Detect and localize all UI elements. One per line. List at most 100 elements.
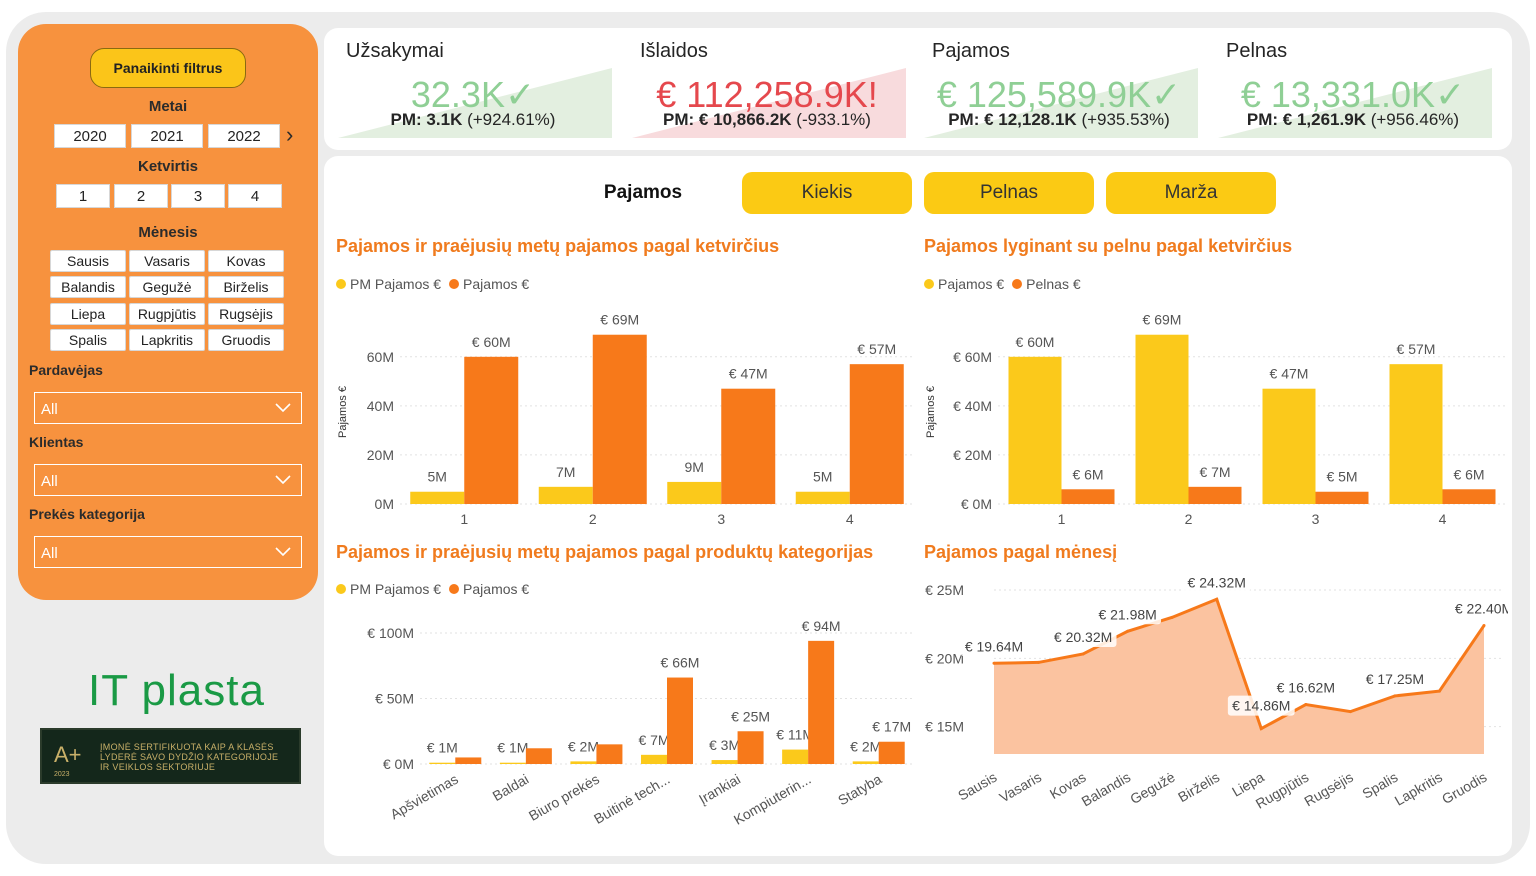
quarter-chip-2[interactable]: 2 — [114, 184, 168, 208]
month-chip-6[interactable]: Birželis — [208, 276, 284, 298]
legend-dot-orange — [449, 279, 460, 289]
bar-data-label: € 2M — [850, 738, 881, 754]
clear-filters-button[interactable]: Panaikinti filtrus — [90, 48, 246, 88]
line-point-9 — [1348, 710, 1352, 714]
y-tick-label: € 20M — [925, 650, 964, 666]
point-label: € 14.86M — [1232, 698, 1290, 714]
kpi-card-1: Užsakymai 32.3K✓ PM: 3.1K (+924.61%) — [328, 28, 618, 150]
tab-marza[interactable]: Marža — [1106, 172, 1276, 214]
bar-curr-4 — [849, 364, 904, 504]
year-chip-2021[interactable]: 2021 — [131, 124, 203, 148]
month-chip-2[interactable]: Vasaris — [129, 250, 205, 272]
category-dropdown[interactable]: All — [34, 536, 302, 568]
legend-item: Pajamos € — [938, 276, 1005, 292]
tab-kiekis[interactable]: Kiekis — [742, 172, 912, 214]
kpi-previous: PM: € 12,128.1K (+935.53%) — [914, 110, 1204, 130]
quarter-chip-3[interactable]: 3 — [171, 184, 225, 208]
kpi-value-number: € 125,589.9K — [936, 74, 1152, 115]
kpi-pm-label: PM: 3.1K — [390, 110, 463, 129]
point-label-bg — [1183, 578, 1251, 593]
line-point-12 — [1482, 624, 1486, 628]
month-chip-5[interactable]: Gegužė — [129, 276, 205, 298]
check-icon: ✓ — [504, 74, 536, 115]
client-dropdown[interactable]: All — [34, 464, 302, 496]
bar-data-label: € 1M — [497, 740, 528, 756]
filter-sidebar: Panaikinti filtrus Metai 2020 2021 2022 … — [18, 24, 318, 600]
point-label: € 19.64M — [965, 638, 1023, 654]
bar-prev-1 — [429, 762, 456, 764]
month-chip-1[interactable]: Sausis — [50, 250, 126, 272]
chart-category-revenue: € 0M € 50M € 100M € 1M Apšvietimas € 1M Baldai… — [367, 618, 914, 828]
point-label-group: € 16.62M — [1272, 677, 1340, 698]
client-dropdown-value: All — [41, 473, 58, 490]
point-label-bg — [960, 636, 1028, 657]
kpi-pm-change: (-933.1%) — [796, 110, 871, 129]
bar-data-label: € 6M — [1072, 466, 1103, 482]
bar-curr-7 — [878, 741, 905, 764]
x-tick-label: 3 — [717, 511, 725, 527]
category-label: Prekės kategorija — [29, 506, 145, 522]
bar-data-label: € 6M — [1453, 466, 1484, 482]
chart1-title: Pajamos ir praėjusių metų pajamos pagal … — [336, 236, 780, 256]
point-label-group: € 24.32M — [1183, 578, 1251, 593]
month-chip-10[interactable]: Spalis — [50, 329, 126, 351]
x-tick-label: Vasaris — [997, 769, 1045, 806]
bar-curr-4 — [1442, 489, 1496, 504]
quarter-chip-4[interactable]: 4 — [228, 184, 282, 208]
month-chip-11[interactable]: Lapkritis — [129, 329, 205, 351]
x-tick-label: 1 — [1058, 511, 1066, 527]
chevron-down-icon — [275, 475, 291, 485]
y-tick-label: € 100M — [367, 625, 414, 641]
month-chip-8[interactable]: Rugpjūtis — [129, 303, 205, 325]
kpi-pm-label: PM: € 1,261.9K — [1246, 110, 1366, 129]
bar-curr-3 — [721, 388, 776, 504]
chart2-legend: Pajamos € Pelnas € — [924, 276, 1081, 292]
point-label-bg — [1450, 598, 1508, 619]
tab-pelnas[interactable]: Pelnas — [924, 172, 1094, 214]
point-label: € 22.40M — [1455, 601, 1508, 617]
kpi-pm-change: (+935.53%) — [1081, 110, 1170, 129]
y-tick-label: € 0M — [961, 496, 992, 512]
line-point-7 — [1259, 727, 1263, 731]
x-tick-label: Kompiuterin... — [731, 771, 814, 828]
kpi-value-number: € 13,331.0K — [1240, 74, 1435, 115]
bar-prev-6 — [782, 749, 809, 764]
month-chip-4[interactable]: Balandis — [50, 276, 126, 298]
bar-prev-3 — [667, 481, 722, 504]
bar-prev-4 — [1389, 364, 1443, 504]
seller-dropdown[interactable]: All — [34, 392, 302, 424]
bar-curr-5 — [737, 731, 764, 764]
line-point-11 — [1437, 689, 1441, 693]
tab-pajamos[interactable]: Pajamos — [603, 182, 683, 203]
y-tick-label: € 40M — [953, 398, 992, 414]
month-chip-3[interactable]: Kovas — [208, 250, 284, 272]
month-chip-7[interactable]: Liepa — [50, 303, 126, 325]
quarter-chip-1[interactable]: 1 — [56, 184, 110, 208]
point-label: € 17.25M — [1366, 671, 1424, 687]
chevron-down-icon — [275, 547, 291, 557]
x-tick-label: Balandis — [1079, 769, 1134, 810]
month-chip-9[interactable]: Rugsėjis — [208, 303, 284, 325]
kpi-previous: PM: € 1,261.9K (+956.46%) — [1208, 110, 1498, 130]
x-tick-label: Biuro prekės — [526, 771, 602, 824]
bar-data-label: € 11M — [776, 727, 814, 743]
bar-data-label: € 66M — [661, 655, 700, 671]
month-chip-12[interactable]: Gruodis — [208, 329, 284, 351]
month-title: Mėnesis — [138, 224, 198, 241]
chart4-title: Pajamos pagal mėnesį — [924, 542, 1118, 562]
bar-data-label: 5M — [428, 469, 447, 485]
bar-data-label: € 47M — [729, 366, 768, 382]
kpi-trend-shape — [924, 68, 1198, 138]
x-tick-label: 3 — [1312, 511, 1320, 527]
year-chip-2022[interactable]: 2022 — [208, 124, 280, 148]
year-title: Metai — [148, 98, 188, 115]
kpi-trend-shape — [632, 68, 906, 138]
bar-data-label: € 60M — [472, 334, 511, 350]
x-tick-label: Įrankiai — [696, 771, 743, 807]
x-tick-label: Sausis — [955, 769, 999, 804]
year-chip-2020[interactable]: 2020 — [54, 124, 126, 148]
certificate-line-2: LYDERĖ SAVO DYDŽIO KATEGORIJOJE — [100, 752, 279, 762]
bar-curr-2 — [592, 334, 647, 504]
legend-dot-orange — [449, 584, 460, 594]
chevron-right-icon[interactable]: › — [286, 122, 294, 147]
